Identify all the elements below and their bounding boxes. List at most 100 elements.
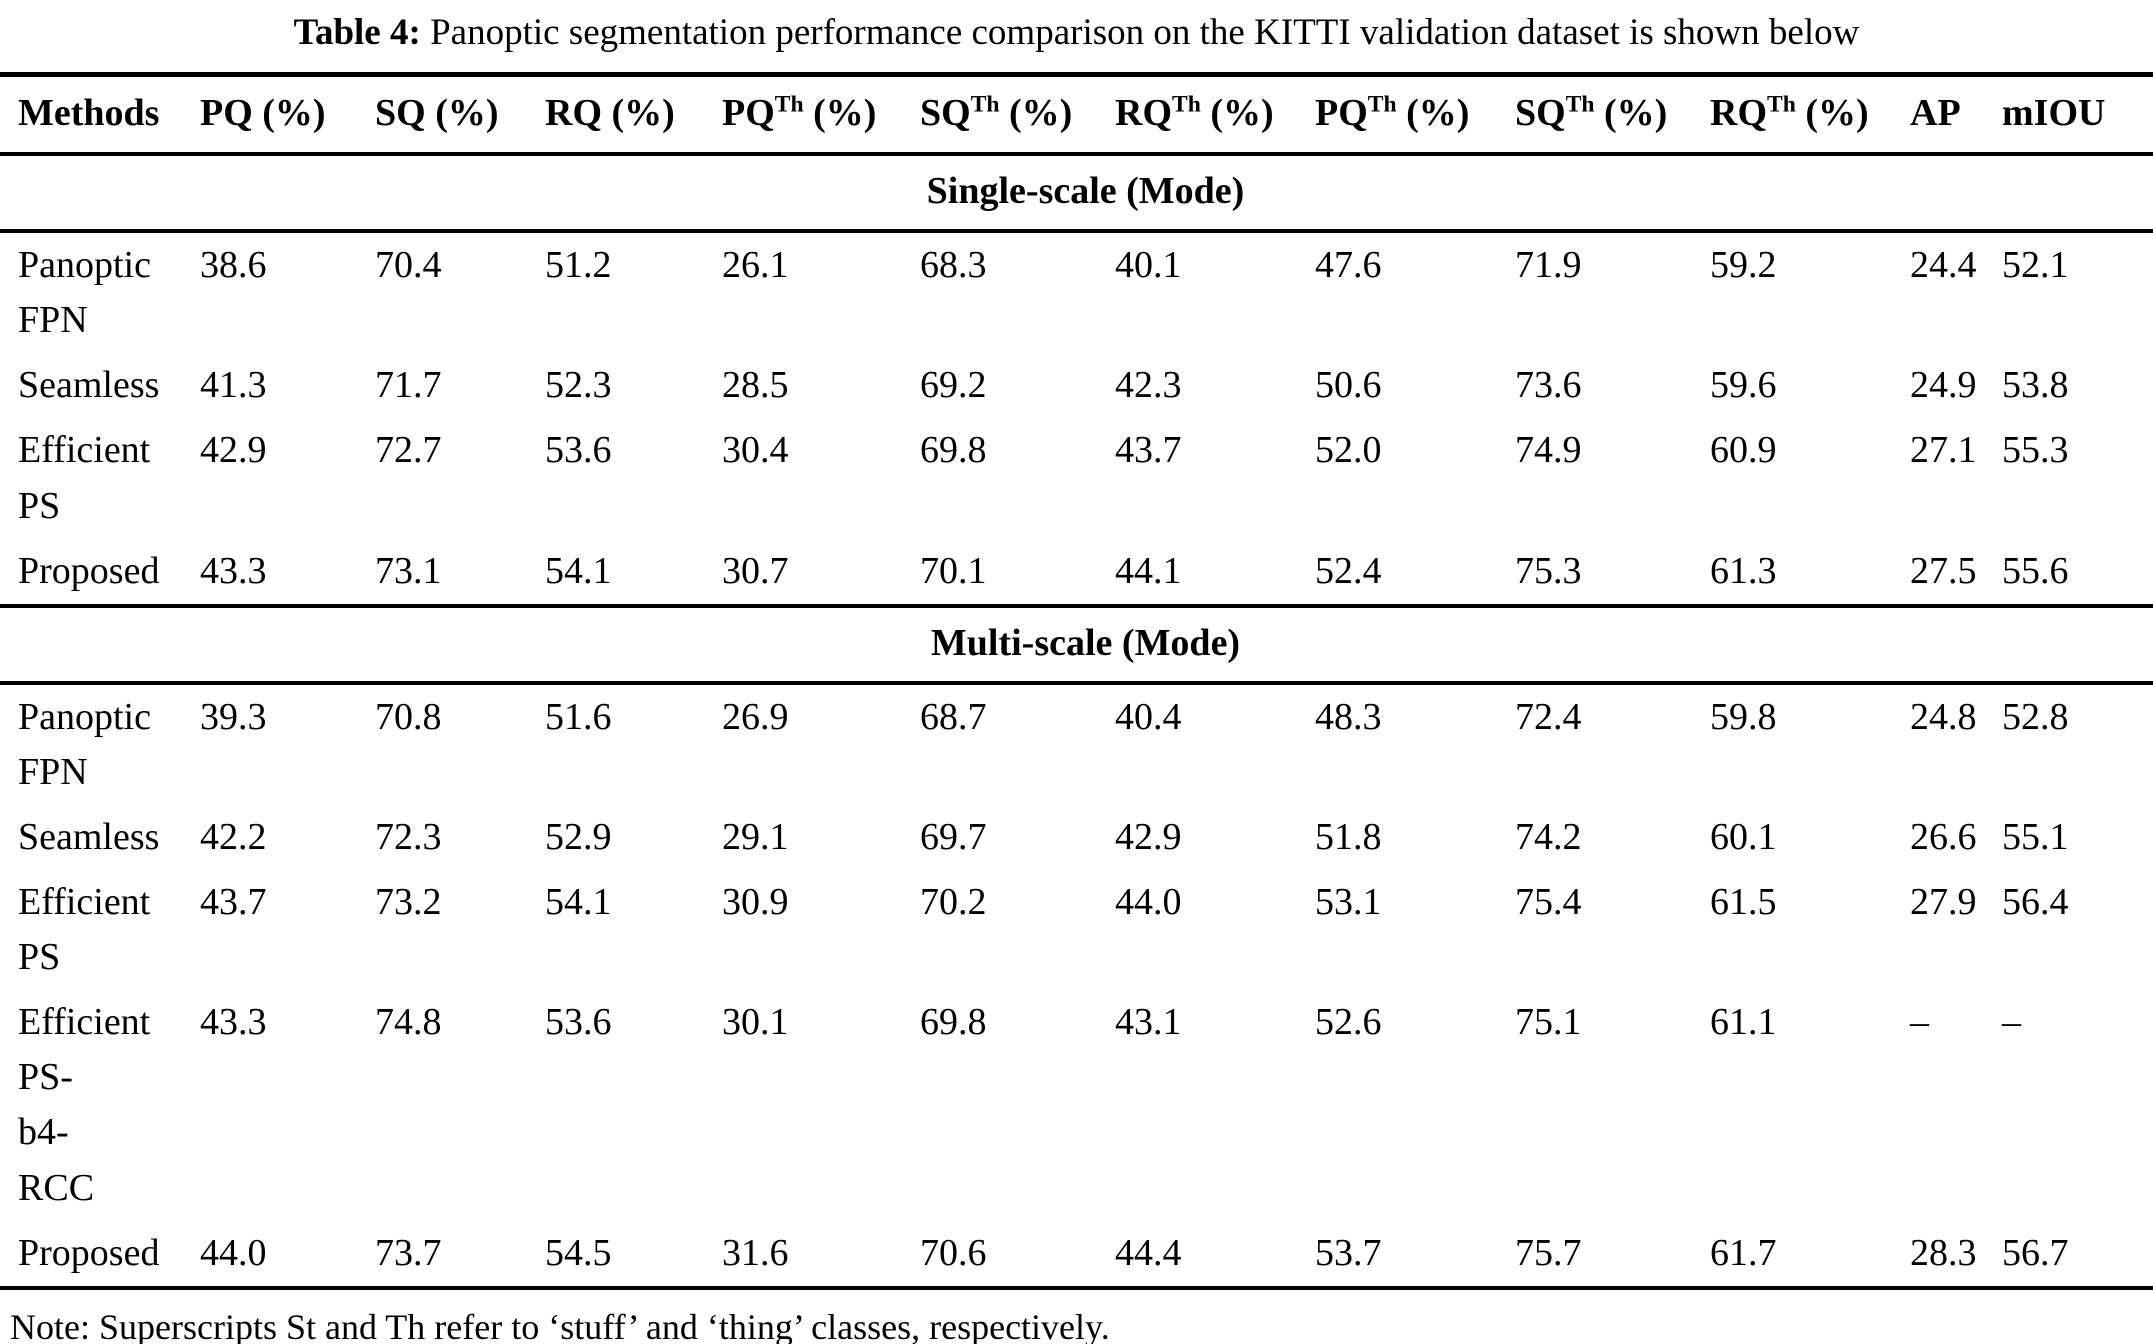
column-header-sq-th: SQTh (%) bbox=[920, 74, 1115, 157]
value-cell: 52.6 bbox=[1315, 1001, 1382, 1044]
value-cell: 48.3 bbox=[1315, 695, 1382, 738]
value-cell: 52.8 bbox=[2002, 695, 2069, 738]
value-cell: 43.3 bbox=[200, 538, 375, 608]
value-cell: 70.6 bbox=[920, 1220, 1115, 1290]
value-cell: 74.2 bbox=[1515, 815, 1582, 858]
method-name-line: Efficient bbox=[18, 1001, 151, 1044]
table-row: Panoptic FPN 38.6 70.4 51.2 26.1 68.3 40.1 47.6 7… bbox=[0, 231, 2153, 353]
value-cell: 27.1 bbox=[1910, 429, 1977, 472]
value-cell: 53.6 bbox=[545, 429, 612, 472]
value-cell: 44.0 bbox=[200, 1220, 375, 1290]
value-cell: 72.4 bbox=[1515, 695, 1582, 738]
column-header-base: RQ bbox=[1710, 91, 1767, 134]
value-cell: 29.1 bbox=[722, 815, 789, 858]
results-table: Methods PQ (%) SQ (%) RQ (%) PQTh (%) SQTh (%… bbox=[0, 71, 2153, 1290]
value-cell: 52.1 bbox=[2002, 244, 2069, 287]
column-header-pq-th: PQTh (%) bbox=[1315, 74, 1515, 157]
value-cell: 26.9 bbox=[722, 695, 789, 738]
section-header-row: Multi-scale (Mode) bbox=[0, 605, 2153, 685]
method-name-line: Panoptic bbox=[18, 695, 151, 738]
value-cell: 24.4 bbox=[1910, 244, 1977, 287]
value-cell: 61.3 bbox=[1710, 538, 1910, 608]
value-cell: 69.7 bbox=[920, 815, 987, 858]
column-header-superscript: Th bbox=[774, 91, 804, 118]
value-cell: 55.3 bbox=[2002, 429, 2069, 472]
method-name-line: FPN bbox=[18, 299, 88, 342]
method-cell: Efficient PS-b4- RCC bbox=[0, 990, 200, 1220]
value-cell: 30.4 bbox=[722, 429, 789, 472]
value-cell: 43.3 bbox=[200, 1001, 267, 1044]
value-cell: 59.2 bbox=[1710, 244, 1777, 287]
value-cell: 69.8 bbox=[920, 429, 987, 472]
value-cell: 42.9 bbox=[200, 429, 267, 472]
value-cell: 27.9 bbox=[1910, 881, 1977, 924]
value-cell: 68.3 bbox=[920, 244, 987, 287]
method-cell: Efficient PS bbox=[0, 418, 200, 538]
value-cell: 40.4 bbox=[1115, 695, 1182, 738]
table-caption-text: Panoptic segmentation performance compar… bbox=[420, 12, 1860, 53]
value-cell: 24.9 bbox=[1910, 364, 1977, 407]
value-cell: 70.8 bbox=[375, 695, 442, 738]
value-cell: 51.2 bbox=[545, 244, 612, 287]
value-cell: 56.7 bbox=[2002, 1220, 2153, 1290]
table-body: Single-scale (Mode) Panoptic FPN 38.6 70.4 51… bbox=[0, 154, 2153, 1290]
column-header-unit: (%) bbox=[425, 91, 499, 134]
column-header-base: PQ bbox=[722, 91, 775, 134]
column-header-unit: (%) bbox=[1396, 91, 1470, 134]
value-cell: 55.1 bbox=[2002, 815, 2069, 858]
method-cell: Proposed bbox=[0, 1220, 200, 1290]
value-cell: 75.1 bbox=[1515, 1001, 1582, 1044]
column-header-miou: mIOU bbox=[2002, 74, 2153, 157]
value-cell: 74.8 bbox=[375, 1001, 442, 1044]
value-cell: 47.6 bbox=[1315, 244, 1382, 287]
column-header-unit: (%) bbox=[1795, 91, 1869, 134]
column-header-rq-th: RQTh (%) bbox=[1710, 74, 1910, 157]
value-cell: 69.8 bbox=[920, 1001, 987, 1044]
method-name-line: Seamless bbox=[18, 815, 160, 858]
method-name-line: Panoptic bbox=[18, 244, 151, 287]
column-header-base: SQ bbox=[375, 91, 426, 134]
column-header-base: AP bbox=[1910, 91, 1961, 134]
column-header-pq: PQ (%) bbox=[200, 74, 375, 157]
value-cell: 72.7 bbox=[375, 429, 442, 472]
value-cell: 39.3 bbox=[200, 695, 267, 738]
value-cell: 27.5 bbox=[1910, 538, 2002, 608]
value-cell: 52.3 bbox=[545, 364, 612, 407]
method-name-line: Proposed bbox=[18, 1231, 160, 1274]
value-cell: 73.6 bbox=[1515, 364, 1582, 407]
value-cell: 44.4 bbox=[1115, 1220, 1315, 1290]
value-cell: 56.4 bbox=[2002, 881, 2069, 924]
value-cell: 43.1 bbox=[1115, 1001, 1182, 1044]
value-cell: 28.3 bbox=[1910, 1220, 2002, 1290]
table-row: Efficient PS 43.7 73.2 54.1 30.9 70.2 44.0 53.1 7… bbox=[0, 870, 2153, 990]
value-cell: 53.6 bbox=[545, 1001, 612, 1044]
value-cell: 59.8 bbox=[1710, 695, 1777, 738]
method-cell: Proposed bbox=[0, 538, 200, 608]
value-cell: 69.2 bbox=[920, 364, 987, 407]
method-name-line: PS bbox=[18, 936, 61, 979]
table-row: Proposed 44.0 73.7 54.5 31.6 70.6 44.4 53.7 75.7… bbox=[0, 1220, 2153, 1290]
method-name-line: Seamless bbox=[18, 364, 160, 407]
table-row: Proposed 43.3 73.1 54.1 30.7 70.1 44.1 52.4 75.3… bbox=[0, 538, 2153, 608]
column-header-superscript: Th bbox=[1767, 91, 1796, 118]
value-cell: 73.1 bbox=[375, 538, 545, 608]
value-cell: 28.5 bbox=[722, 364, 789, 407]
column-header-unit: (%) bbox=[602, 91, 675, 134]
value-cell: 26.1 bbox=[722, 244, 789, 287]
value-cell: 60.1 bbox=[1710, 815, 1777, 858]
column-header-unit: (%) bbox=[1200, 91, 1274, 134]
value-cell: 71.7 bbox=[375, 364, 442, 407]
column-header-base: SQ bbox=[1515, 91, 1566, 134]
column-header-base: Methods bbox=[18, 91, 160, 134]
column-header-base: PQ bbox=[200, 91, 253, 134]
column-header-base: SQ bbox=[920, 91, 971, 134]
table-row: Seamless 41.3 71.7 52.3 28.5 69.2 42.3 50.6 73.6… bbox=[0, 353, 2153, 418]
table-header: Methods PQ (%) SQ (%) RQ (%) PQTh (%) SQTh (%… bbox=[0, 74, 2153, 157]
value-cell: 71.9 bbox=[1515, 244, 1582, 287]
column-header-superscript: Th bbox=[1565, 91, 1595, 118]
method-cell: Panoptic FPN bbox=[0, 683, 200, 805]
column-header-sq-th: SQTh (%) bbox=[1515, 74, 1710, 157]
value-cell: 75.4 bbox=[1515, 881, 1582, 924]
table-row: Efficient PS 42.9 72.7 53.6 30.4 69.8 43.7 52.0 7… bbox=[0, 418, 2153, 538]
column-header-unit: (%) bbox=[252, 91, 326, 134]
